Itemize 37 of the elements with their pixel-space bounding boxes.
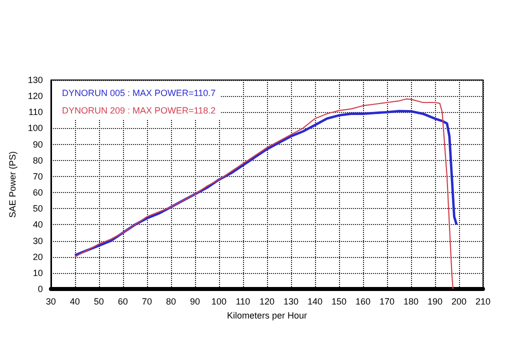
y-tick-label: 130 bbox=[28, 75, 43, 85]
x-tick-label: 110 bbox=[236, 296, 250, 306]
y-tick-label: 10 bbox=[32, 268, 43, 278]
x-tick-label: 70 bbox=[142, 296, 152, 306]
x-tick-label: 140 bbox=[307, 296, 322, 306]
y-tick-label: 40 bbox=[32, 220, 43, 230]
x-tick-label: 90 bbox=[190, 296, 200, 306]
x-tick-label: 160 bbox=[355, 296, 370, 306]
x-tick-label: 30 bbox=[46, 296, 56, 306]
y-tick-label: 70 bbox=[32, 171, 43, 182]
x-tick-label: 120 bbox=[259, 296, 274, 306]
text: DYNORUN 005 : MAX POWER=110.7 bbox=[62, 88, 216, 98]
y-tick-label: 100 bbox=[28, 123, 43, 134]
x-tick-label: 40 bbox=[70, 296, 80, 306]
y-tick-label: 50 bbox=[32, 204, 43, 214]
x-tick-label: 130 bbox=[283, 296, 298, 306]
x-tick-label: 50 bbox=[94, 296, 104, 306]
x-tick-label: 190 bbox=[427, 296, 443, 306]
y-tick-label: 0 bbox=[38, 284, 43, 294]
x-tick-label: 150 bbox=[331, 296, 346, 306]
y-tick-label: 20 bbox=[32, 252, 43, 262]
y-tick-label: 90 bbox=[32, 139, 43, 150]
x-tick-label: 100 bbox=[211, 296, 226, 306]
x-tick-label: 180 bbox=[403, 296, 418, 306]
x-tick-label: 60 bbox=[118, 296, 128, 306]
x-axis-title: Kilometers per Hour bbox=[226, 310, 307, 320]
y-tick-label: 60 bbox=[32, 188, 43, 198]
text: DYNORUN 209 : MAX POWER=118.2 bbox=[62, 106, 216, 116]
x-tick-label: 210 bbox=[475, 296, 491, 306]
y-tick-label: 80 bbox=[32, 155, 43, 166]
x-tick-label: 80 bbox=[166, 296, 176, 306]
y-axis-title: SAE Power (PS) bbox=[8, 151, 18, 218]
x-tick-label: 170 bbox=[379, 296, 394, 306]
y-tick-label: 30 bbox=[32, 236, 43, 246]
y-tick-label: 110 bbox=[28, 107, 43, 118]
x-tick-label: 200 bbox=[451, 296, 467, 306]
y-tick-label: 120 bbox=[28, 91, 43, 102]
